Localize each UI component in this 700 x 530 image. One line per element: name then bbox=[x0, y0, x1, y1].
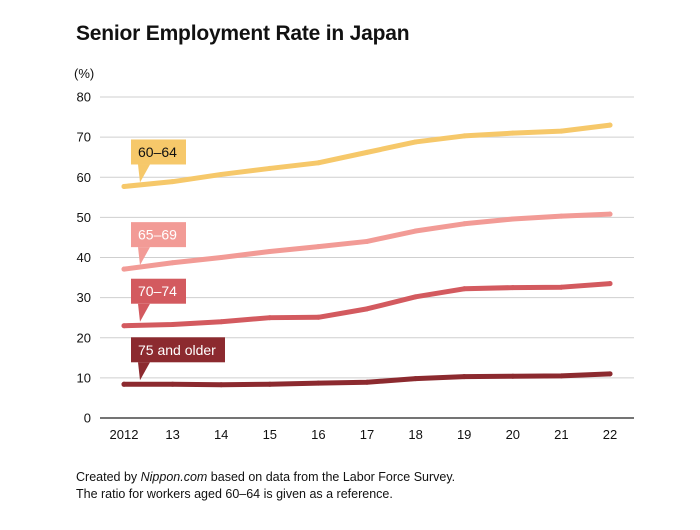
data-point bbox=[315, 160, 321, 166]
series-label-text: 65–69 bbox=[138, 227, 177, 243]
series-label-pointer bbox=[138, 303, 150, 322]
data-point bbox=[510, 216, 516, 222]
data-point bbox=[558, 128, 564, 134]
x-tick-label: 22 bbox=[603, 427, 617, 442]
y-tick-label: 50 bbox=[77, 210, 91, 225]
data-point bbox=[558, 213, 564, 219]
data-point bbox=[558, 284, 564, 290]
y-tick-label: 0 bbox=[84, 411, 91, 426]
data-point bbox=[413, 294, 419, 300]
y-tick-label: 80 bbox=[77, 90, 91, 105]
data-point bbox=[121, 381, 127, 387]
series-label-box bbox=[131, 278, 186, 304]
data-point bbox=[607, 122, 613, 128]
footer-note: Created by Nippon.com based on data from… bbox=[76, 469, 455, 503]
data-point bbox=[315, 380, 321, 386]
y-tick-label: 70 bbox=[77, 130, 91, 145]
footer-source-name: Nippon.com bbox=[140, 470, 208, 484]
x-tick-label: 19 bbox=[457, 427, 471, 442]
series-label-text: 60–64 bbox=[138, 144, 177, 160]
data-point bbox=[218, 319, 224, 325]
data-point bbox=[364, 379, 370, 385]
x-tick-label: 16 bbox=[311, 427, 325, 442]
data-point bbox=[413, 228, 419, 234]
footer-line-2: The ratio for workers aged 60–64 is give… bbox=[76, 487, 393, 501]
series-label-box bbox=[131, 337, 225, 363]
y-tick-label: 20 bbox=[77, 330, 91, 345]
data-point bbox=[413, 139, 419, 145]
series-line-3 bbox=[121, 281, 613, 329]
data-point bbox=[510, 285, 516, 291]
series-label-text: 75 and older bbox=[138, 342, 216, 358]
data-point bbox=[461, 133, 467, 139]
series-label-pointer bbox=[138, 247, 150, 266]
x-tick-label: 13 bbox=[165, 427, 179, 442]
data-point bbox=[218, 255, 224, 260]
data-point bbox=[413, 376, 419, 382]
x-tick-label: 14 bbox=[214, 427, 228, 442]
series-label-pointer bbox=[138, 164, 150, 183]
data-point bbox=[170, 381, 176, 387]
series-label-box bbox=[131, 139, 186, 165]
data-point bbox=[510, 130, 516, 136]
data-point bbox=[461, 221, 467, 227]
series-label-2: 65–69 bbox=[131, 222, 186, 266]
x-tick-label: 18 bbox=[408, 427, 422, 442]
x-tick-label: 20 bbox=[506, 427, 520, 442]
data-point bbox=[218, 382, 224, 388]
data-point bbox=[121, 183, 127, 189]
data-point bbox=[121, 323, 127, 329]
data-point bbox=[364, 238, 370, 244]
data-point bbox=[267, 381, 273, 387]
y-tick-label: 60 bbox=[77, 170, 91, 185]
data-point bbox=[121, 266, 127, 272]
data-point bbox=[267, 165, 273, 171]
data-point bbox=[170, 179, 176, 185]
data-point bbox=[607, 281, 613, 287]
series-label-3: 70–74 bbox=[131, 278, 186, 322]
data-point bbox=[607, 211, 613, 217]
x-tick-label: 21 bbox=[554, 427, 568, 442]
data-point bbox=[170, 322, 176, 328]
data-point bbox=[315, 244, 321, 250]
data-point bbox=[364, 306, 370, 312]
data-point bbox=[170, 260, 176, 266]
series-label-pointer bbox=[138, 362, 150, 381]
y-tick-label: 40 bbox=[77, 250, 91, 265]
y-tick-label: 10 bbox=[77, 370, 91, 385]
series-label-box bbox=[131, 222, 186, 248]
data-point bbox=[461, 374, 467, 380]
data-point bbox=[607, 371, 613, 377]
data-point bbox=[267, 315, 273, 321]
x-tick-label: 17 bbox=[360, 427, 374, 442]
x-tick-label: 15 bbox=[263, 427, 277, 442]
chart-title: Senior Employment Rate in Japan bbox=[76, 22, 410, 45]
data-point bbox=[461, 286, 467, 292]
data-point bbox=[364, 149, 370, 155]
series-label-4: 75 and older bbox=[131, 337, 225, 381]
series-label-text: 70–74 bbox=[138, 283, 177, 299]
data-point bbox=[558, 373, 564, 379]
series-label-1: 60–64 bbox=[131, 139, 186, 183]
x-tick-label: 2012 bbox=[110, 427, 139, 442]
data-point bbox=[510, 373, 516, 379]
y-axis-unit-label: (%) bbox=[74, 66, 95, 81]
footer-line-1: Created by Nippon.com based on data from… bbox=[76, 470, 456, 484]
data-point bbox=[218, 171, 224, 177]
data-point bbox=[267, 248, 273, 254]
y-tick-label: 30 bbox=[77, 290, 91, 305]
data-point bbox=[315, 314, 321, 320]
